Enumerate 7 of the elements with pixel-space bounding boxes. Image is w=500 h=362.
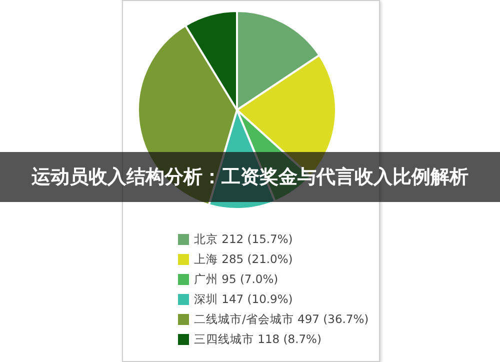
legend-label: 上海 285 (21.0%) (194, 251, 293, 268)
legend-label: 三四线城市 118 (8.7%) (194, 331, 322, 348)
legend-label: 广州 95 (7.0%) (194, 271, 278, 288)
text: 运动员收入结构分析：工资奖金与代言收入比例解析 (0, 152, 500, 202)
legend-label: 深圳 147 (10.9%) (194, 291, 293, 308)
legend-label: 二线城市/省会城市 497 (36.7%) (194, 311, 369, 328)
legend-label: 北京 212 (15.7%) (194, 231, 293, 248)
